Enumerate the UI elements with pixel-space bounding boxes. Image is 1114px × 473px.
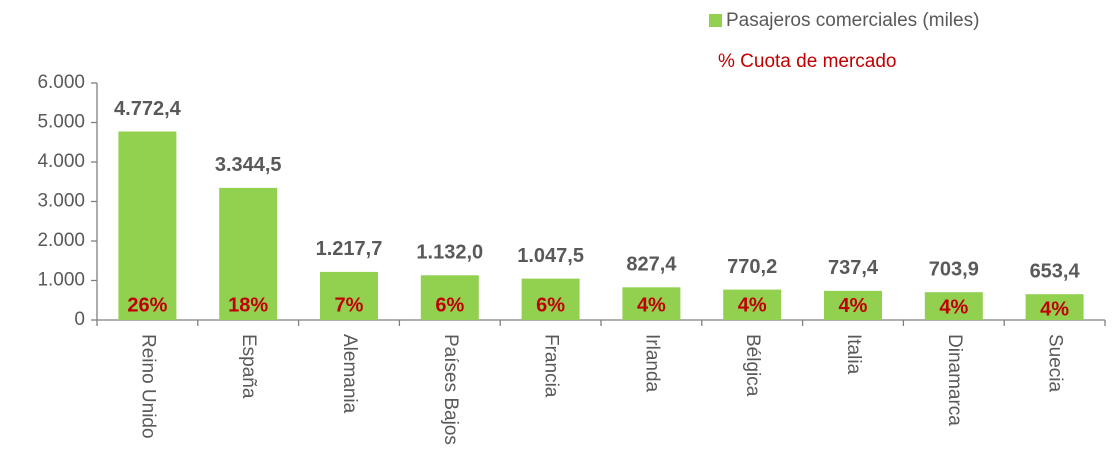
x-tick-label: Suecia — [1045, 334, 1066, 393]
bar — [219, 187, 278, 320]
value-label: 1.047,5 — [517, 245, 584, 267]
value-label: 827,4 — [626, 254, 677, 276]
x-tick-label: España — [238, 334, 259, 399]
x-tick-label: Italia — [843, 334, 864, 375]
x-tick-label: Irlanda — [641, 334, 662, 393]
bar — [824, 290, 882, 320]
y-tick-label: 2.000 — [37, 230, 85, 251]
bar — [118, 131, 177, 320]
x-tick-label: Países Bajos — [440, 334, 461, 445]
x-tick-label: Alemania — [339, 334, 360, 414]
share-label: 26% — [127, 294, 167, 316]
bar — [1025, 294, 1084, 320]
y-tick-label: 5.000 — [37, 112, 85, 133]
x-tick-label: Dinamarca — [944, 334, 965, 426]
x-tick-label: Reino Unido — [137, 334, 158, 439]
y-tick-label: 4.000 — [37, 151, 85, 172]
legend-swatch — [709, 14, 722, 27]
x-tick-label: Francia — [541, 334, 562, 398]
legend-share: % Cuota de mercado — [718, 51, 897, 72]
y-tick-label: 1.000 — [37, 270, 85, 291]
bar — [420, 275, 479, 320]
bar — [924, 292, 983, 320]
value-label: 3.344,5 — [215, 154, 282, 176]
value-label: 703,9 — [929, 258, 979, 280]
share-label: 4% — [738, 294, 767, 316]
share-label: 6% — [536, 294, 565, 316]
bar — [622, 287, 681, 320]
value-label: 653,4 — [1030, 260, 1081, 282]
legend-label: Pasajeros comerciales (miles) — [726, 10, 979, 31]
share-label: 7% — [335, 294, 364, 316]
y-tick-label: 0 — [74, 309, 85, 330]
share-label: 4% — [1040, 298, 1069, 320]
share-label: 18% — [228, 294, 268, 316]
share-label: 4% — [637, 294, 666, 316]
y-tick-label: 6.000 — [37, 72, 85, 93]
bar — [723, 289, 782, 320]
share-label: 6% — [435, 294, 464, 316]
value-label: 737,4 — [828, 257, 879, 279]
bar — [521, 278, 580, 320]
x-tick-label: Bélgica — [742, 334, 763, 397]
y-tick-label: 3.000 — [37, 191, 85, 212]
bar — [320, 271, 378, 320]
value-label: 770,2 — [727, 256, 777, 278]
value-label: 1.132,0 — [416, 242, 483, 264]
value-label: 4.772,4 — [114, 98, 182, 120]
share-label: 4% — [839, 295, 868, 317]
value-label: 1.217,7 — [316, 238, 383, 260]
share-label: 4% — [939, 296, 968, 318]
